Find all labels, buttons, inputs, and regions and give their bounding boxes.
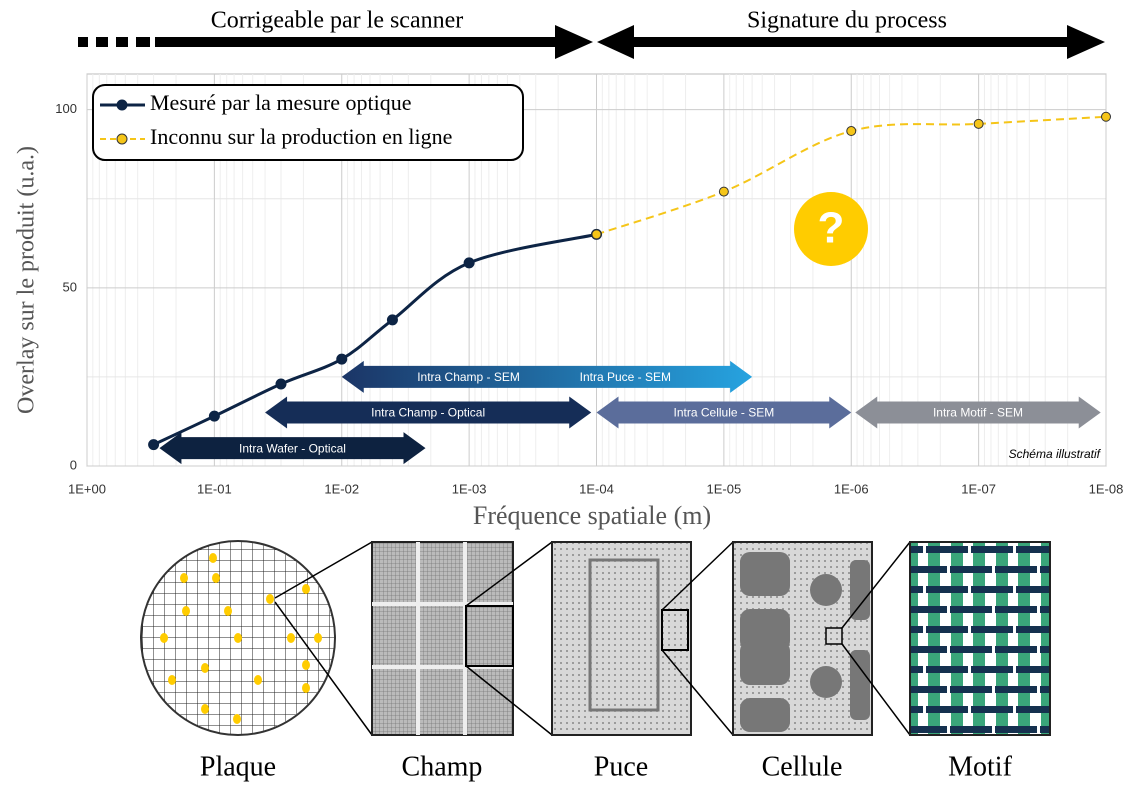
y-tick-label: 0 [70, 457, 77, 472]
point [386, 314, 398, 326]
point [1101, 111, 1111, 122]
point [336, 353, 348, 365]
scale-label: Champ [402, 751, 483, 782]
y-tick-label: 100 [55, 101, 77, 116]
point [846, 126, 857, 137]
wafer [141, 541, 335, 735]
scale-label: Plaque [200, 751, 276, 782]
point [275, 378, 287, 390]
lines [148, 111, 1111, 451]
range-label: Intra Champ - SEM [417, 370, 520, 384]
legend: Mesuré par la mesure optique Inconnu sur … [92, 84, 524, 161]
range-label: Intra Champ - Optical [371, 406, 485, 420]
range-arrow [341, 360, 753, 393]
x-tick-label: 1E-01 [197, 481, 232, 496]
point [718, 186, 729, 197]
range-arrow [159, 432, 426, 465]
point [208, 410, 220, 422]
x-tick-label: 1E-08 [1089, 481, 1124, 496]
point [591, 229, 602, 240]
ranges: Intra Wafer - Optical Intra Champ - Optic… [159, 360, 1101, 465]
legend-label: Inconnu sur la production en ligne [150, 124, 452, 149]
x-tick-label: 1E-07 [961, 481, 996, 496]
x-tick-label: 1E+00 [68, 481, 106, 496]
ticks: 1E+00 1E-01 1E-02 1E-03 1E-04 1E-05 1E-06 1E-07… [55, 101, 1123, 496]
span-label: Corrigeable par le scanner [211, 8, 464, 34]
arrow-head [555, 25, 593, 59]
range-label: Intra Cellule - SEM [674, 406, 775, 420]
x-tick-label: 1E-02 [324, 481, 359, 496]
point [148, 439, 160, 451]
scale-images [140, 540, 1051, 736]
point [463, 257, 475, 269]
y-axis-title: Overlay sur le produit (u.a.) [14, 146, 40, 414]
span-label: Signature du process [747, 8, 947, 34]
range-arrow [596, 396, 852, 429]
range-label: Intra Wafer - Optical [239, 441, 346, 455]
grid [86, 74, 1107, 467]
scale-labels: Plaque Champ Puce Cellule Motif [200, 751, 1013, 782]
x-tick-label: 1E-04 [579, 481, 614, 496]
x-tick-label: 1E-06 [834, 481, 869, 496]
point [973, 118, 984, 129]
scale-label: Cellule [762, 751, 843, 782]
top-arrows: Corrigeable par le scanner Signature du … [78, 8, 1105, 59]
legend-box [92, 84, 524, 161]
question-badge [794, 192, 868, 266]
x-tick-label: 1E-03 [452, 481, 487, 496]
legend-marker [116, 99, 128, 111]
range-label: Intra Motif - SEM [933, 406, 1023, 420]
x-tick-label: 1E-05 [707, 481, 742, 496]
x-axis-title: Fréquence spatiale (m) [473, 501, 711, 530]
legend-label: Mesuré par la mesure optique [150, 90, 411, 115]
legend-marker [116, 133, 128, 145]
range-arrow [265, 396, 592, 429]
legend-items: Mesuré par la mesure optique Inconnu sur … [100, 90, 452, 149]
y-tick-label: 50 [63, 279, 77, 294]
range-arrow [855, 396, 1101, 429]
scale-label: Puce [594, 751, 648, 782]
note: Schéma illustratif [1009, 447, 1102, 461]
question-mark: ? [818, 204, 845, 253]
range-label: Intra Puce - SEM [580, 370, 671, 384]
scale-label: Motif [948, 751, 1012, 782]
